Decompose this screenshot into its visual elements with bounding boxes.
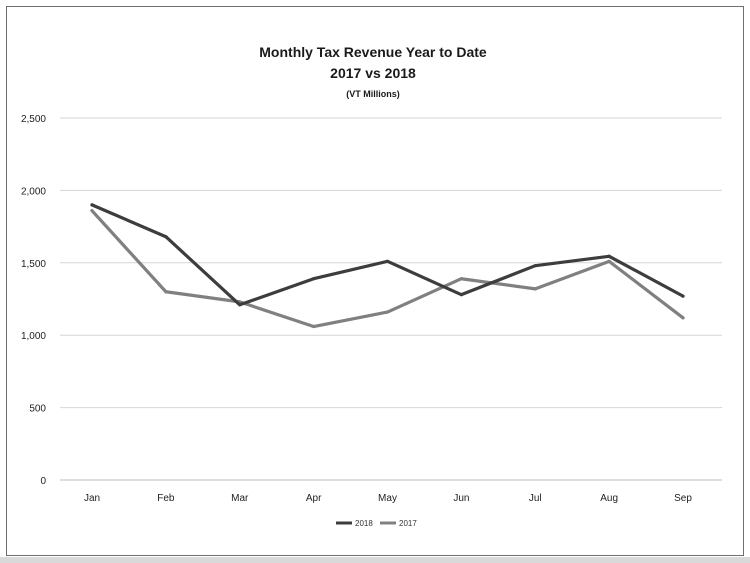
chart-subtitle: 2017 vs 2018 — [330, 65, 416, 81]
y-tick-label: 2,500 — [21, 114, 46, 125]
data-point-2018 — [607, 254, 611, 258]
data-point-2017 — [459, 277, 463, 281]
data-point-2018 — [385, 259, 390, 263]
data-point-2017 — [681, 316, 685, 320]
y-tick-label: 2,000 — [21, 186, 46, 197]
gridlines — [60, 117, 722, 481]
data-point-2017 — [312, 324, 316, 329]
data-point-2017 — [90, 209, 94, 213]
chart-title: Monthly Tax Revenue Year to Date — [259, 44, 487, 60]
y-tick-label: 1,500 — [21, 259, 46, 270]
series-lines — [90, 203, 685, 329]
series-line-2018 — [90, 203, 685, 307]
x-tick-label: Apr — [306, 493, 322, 504]
legend-label: 2018 — [355, 519, 373, 528]
x-tick-label: Mar — [231, 493, 249, 504]
x-tick-label: Aug — [600, 493, 618, 504]
data-point-2018 — [238, 303, 242, 307]
data-point-2018 — [312, 277, 316, 281]
legend-label: 2017 — [399, 519, 417, 528]
data-point-2017 — [164, 290, 168, 294]
x-tick-label: Jan — [84, 493, 100, 504]
y-axis: 0 500 1,000 1,500 2,000 2,500 — [21, 114, 46, 487]
legend: 2018 2017 — [336, 519, 417, 528]
data-point-2018 — [164, 235, 168, 239]
x-axis: Jan Feb Mar Apr May Jun Jul Aug Sep — [84, 493, 692, 504]
x-tick-label: Sep — [674, 493, 692, 504]
x-tick-label: Feb — [157, 493, 175, 504]
chart-frame — [6, 6, 744, 556]
data-point-2018 — [459, 293, 463, 297]
data-point-2018 — [681, 294, 685, 298]
data-point-2017 — [385, 310, 390, 314]
y-tick-label: 0 — [40, 476, 46, 487]
data-point-2017 — [533, 287, 537, 291]
y-tick-label: 1,000 — [21, 331, 46, 342]
y-tick-label: 500 — [29, 404, 46, 415]
chart-unit-label: (VT Millions) — [346, 89, 400, 99]
data-point-2018 — [533, 264, 537, 268]
data-point-2017 — [607, 259, 611, 263]
page-bottom-rule — [0, 557, 750, 563]
series-line-2017 — [90, 209, 685, 329]
x-tick-label: May — [378, 493, 397, 504]
x-tick-label: Jun — [453, 493, 469, 504]
data-point-2018 — [90, 203, 94, 207]
x-tick-label: Jul — [529, 493, 542, 504]
